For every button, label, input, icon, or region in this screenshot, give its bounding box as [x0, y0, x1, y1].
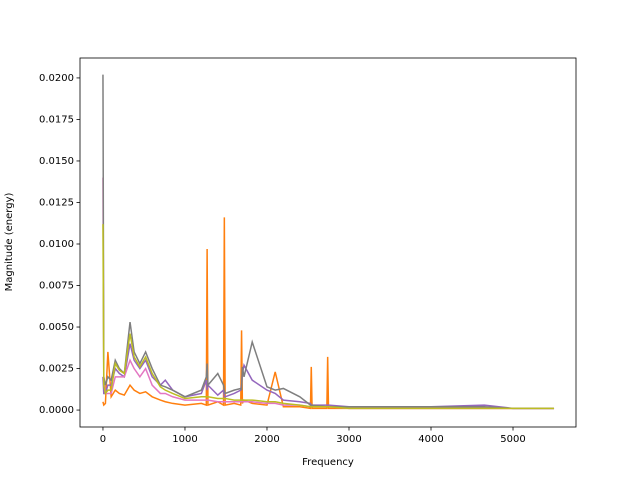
y-tick-label: 0.0050 — [39, 322, 74, 333]
y-tick-label: 0.0125 — [39, 197, 74, 208]
x-tick-label: 4000 — [418, 434, 443, 445]
plot-frame — [79, 57, 577, 428]
y-tick-label: 0.0075 — [39, 281, 74, 292]
series-line — [102, 217, 555, 410]
y-tick-label: 0.0200 — [39, 73, 74, 84]
y-tick-label: 0.0175 — [39, 114, 74, 125]
x-tick-label: 3000 — [336, 434, 361, 445]
y-tick-label: 0.0000 — [39, 405, 74, 416]
series-line — [102, 343, 555, 410]
x-tick-label: 0 — [100, 434, 106, 445]
series-line — [102, 74, 555, 410]
y-tick-label: 0.0100 — [39, 239, 74, 250]
y-tick-label: 0.0025 — [39, 364, 74, 375]
x-tick-label: 2000 — [254, 434, 279, 445]
x-tick-label: 1000 — [172, 434, 197, 445]
y-tick-label: 0.0150 — [39, 156, 74, 167]
x-axis-label: Frequency — [302, 457, 354, 468]
series-line — [102, 224, 555, 410]
x-tick-label: 5000 — [500, 434, 525, 445]
y-axis-label: Magnitude (energy) — [4, 193, 15, 292]
